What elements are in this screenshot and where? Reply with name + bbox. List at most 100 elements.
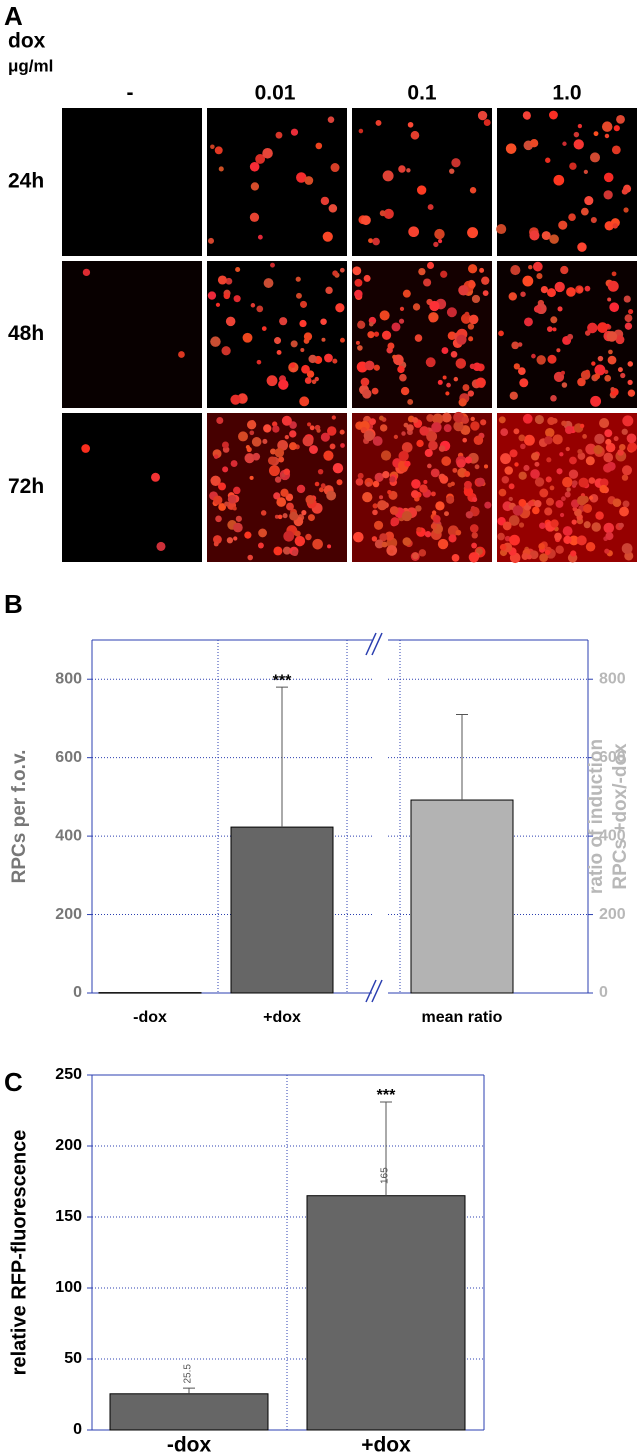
cell [302, 435, 314, 447]
cell [458, 398, 467, 407]
cell [260, 510, 267, 516]
cell [561, 420, 567, 427]
cell [539, 522, 546, 529]
cell [577, 286, 584, 293]
cell [216, 417, 224, 425]
cell [546, 326, 553, 332]
cell [427, 463, 432, 469]
cell [398, 165, 406, 173]
cell [235, 266, 241, 273]
cell [603, 463, 613, 473]
cell [233, 486, 241, 495]
cell [432, 515, 441, 523]
cell [545, 497, 554, 506]
dose-label: - [127, 82, 134, 105]
cell [275, 131, 283, 139]
cell [309, 445, 318, 454]
cell [518, 471, 527, 480]
cell [373, 364, 380, 371]
cell [534, 477, 545, 487]
cell [372, 509, 378, 516]
cell [377, 500, 388, 511]
chart-b: 0 200 400 600 800 0 200 400 600 800 RPCs per f.o.v… [9, 628, 631, 1026]
cell [448, 534, 457, 543]
cell [604, 548, 610, 554]
cell [81, 444, 91, 453]
cell [381, 541, 388, 548]
cell [624, 322, 633, 330]
cell [536, 355, 546, 365]
cell [557, 306, 563, 312]
cell [340, 443, 345, 448]
micrograph [207, 261, 347, 408]
cell [282, 513, 288, 519]
cell [354, 278, 363, 287]
cell [522, 413, 533, 424]
cell [307, 422, 312, 427]
cell [497, 532, 505, 541]
y2-tick-label: 200 [599, 906, 626, 923]
cell [483, 119, 491, 126]
cell [373, 520, 384, 530]
cell [354, 289, 363, 299]
cell [401, 442, 413, 453]
cell [233, 536, 238, 541]
cell [462, 384, 470, 392]
cell [382, 471, 390, 479]
cell [329, 443, 336, 450]
cell [446, 307, 457, 318]
cell [565, 446, 570, 452]
x-tick-label: mean ratio [422, 1009, 503, 1026]
cell [372, 436, 383, 446]
cell [522, 111, 531, 120]
cell [304, 377, 312, 384]
cell [256, 359, 262, 365]
cell [558, 220, 568, 230]
cell [291, 367, 296, 373]
cell [372, 503, 378, 509]
cell [402, 537, 412, 546]
cell [612, 223, 618, 229]
cell [270, 262, 275, 268]
cell [406, 168, 411, 173]
cell [291, 549, 299, 557]
cell [416, 185, 427, 195]
cell [261, 326, 267, 331]
cell [389, 549, 394, 554]
cell [274, 448, 285, 458]
cell [445, 391, 450, 396]
cell [414, 334, 423, 342]
cell [399, 306, 405, 312]
cell [555, 545, 564, 554]
cell [379, 424, 388, 432]
cell [371, 387, 379, 395]
cell [473, 435, 484, 446]
cell [453, 411, 464, 423]
cell [615, 335, 625, 345]
bar [109, 1393, 269, 1431]
cell [532, 506, 540, 515]
dose-label: 0.1 [407, 82, 437, 105]
y-tick-label: 100 [55, 1279, 82, 1296]
cell [326, 426, 337, 436]
cell [455, 358, 467, 369]
cell [278, 379, 289, 390]
cell [274, 514, 279, 519]
cell [415, 505, 422, 512]
time-label: 48h [8, 322, 44, 345]
cell [419, 484, 428, 493]
cell [465, 511, 474, 519]
cell [498, 330, 504, 337]
cell [314, 376, 319, 382]
cell [307, 514, 315, 522]
cell [562, 476, 573, 488]
cell [244, 453, 255, 464]
cell [437, 379, 443, 385]
cell [427, 261, 435, 269]
cell [613, 125, 620, 132]
cell [257, 542, 264, 549]
cell [299, 319, 307, 328]
cell [549, 110, 558, 120]
cell [367, 331, 375, 339]
cell [475, 377, 486, 388]
